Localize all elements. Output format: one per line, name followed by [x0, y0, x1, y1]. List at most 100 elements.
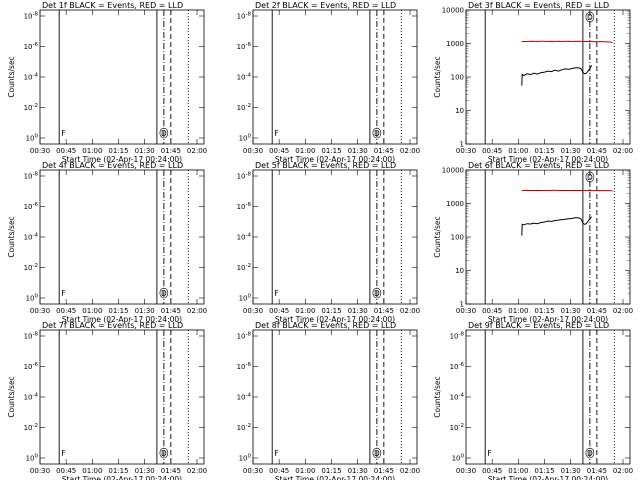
x-tick-label: 01:00 [82, 307, 102, 315]
x-tick-label: 00:30 [456, 307, 476, 315]
x-tick-label: 00:45 [56, 147, 76, 155]
x-tick-label: 00:30 [456, 467, 476, 475]
x-tick-label: 01:00 [295, 307, 315, 315]
panel-title: Det 9f BLACK = Events, RED = LLD [468, 321, 609, 330]
axis-frame [252, 169, 418, 305]
x-tick-label: 01:45 [587, 307, 607, 315]
flag-d-label: D [587, 449, 593, 458]
x-tick-label: 02:00 [613, 147, 633, 155]
x-axis-label: Start Time (02-Apr-17 00:24:00) [488, 155, 608, 164]
y-tick-label: 1 [460, 141, 464, 149]
x-tick-label: 01:15 [321, 307, 341, 315]
x-tick-label: 01:45 [587, 467, 607, 475]
y-tick-label: 10-6 [237, 202, 252, 211]
y-tick-label: 10-2 [237, 103, 251, 112]
y-tick-label: 10-8 [24, 332, 39, 341]
series-lld-line [521, 189, 613, 192]
axis-frame [252, 329, 418, 465]
x-tick-label: 01:15 [534, 467, 554, 475]
y-tick-label: 10-2 [450, 423, 464, 432]
y-tick-label: 100 [26, 294, 39, 303]
x-axis-label: Start Time (02-Apr-17 00:24:00) [62, 155, 182, 164]
flag-circle [372, 127, 382, 139]
x-tick-label: 01:15 [534, 147, 554, 155]
flag-d-label: D [161, 289, 167, 298]
y-axis-label: Counts/sec [433, 216, 442, 257]
x-tick-label: 01:45 [374, 467, 394, 475]
x-tick-label: 00:45 [269, 467, 289, 475]
x-tick-label: 01:15 [108, 467, 128, 475]
series-events-line [521, 65, 593, 86]
y-tick-label: 10-8 [237, 332, 252, 341]
panel-6: Det 6f BLACK = Events, RED = LLD 1 10 100 10… [433, 161, 633, 324]
x-tick-label: 00:30 [243, 307, 263, 315]
x-tick-label: 02:00 [187, 147, 207, 155]
panel-title: Det 2f BLACK = Events, RED = LLD [255, 1, 396, 10]
y-tick-label: 10-2 [237, 423, 251, 432]
x-tick-label: 01:45 [161, 467, 181, 475]
panel-title: Det 7f BLACK = Events, RED = LLD [42, 321, 183, 330]
y-axis-label: Counts/sec [7, 216, 16, 257]
y-tick-label: 10-8 [24, 12, 39, 21]
x-tick-label: 01:45 [161, 147, 181, 155]
y-tick-label: 10-6 [24, 202, 39, 211]
x-axis-label: Start Time (02-Apr-17 00:24:00) [62, 475, 182, 480]
x-tick-label: 00:45 [56, 467, 76, 475]
flag-circle [372, 287, 382, 299]
flag-circle [585, 447, 595, 459]
flag-d-label: D [161, 449, 167, 458]
x-tick-label: 01:00 [82, 147, 102, 155]
flag-d-label: D [374, 449, 380, 458]
x-tick-label: 01:00 [508, 147, 528, 155]
flag-d-label: D [161, 129, 167, 138]
flag-circle [159, 287, 169, 299]
y-tick-label: 10-8 [237, 172, 252, 181]
x-axis-label: Start Time (02-Apr-17 00:24:00) [62, 315, 182, 324]
y-tick-label: 10 [455, 267, 464, 275]
x-tick-label: 02:00 [400, 467, 420, 475]
x-tick-label: 01:15 [321, 147, 341, 155]
x-tick-label: 01:45 [374, 307, 394, 315]
flag-f-label: F [61, 449, 65, 458]
panel-title: Det 5f BLACK = Events, RED = LLD [255, 161, 396, 170]
y-tick-label: 10-4 [450, 393, 465, 402]
x-axis-label: Start Time (02-Apr-17 00:24:00) [275, 155, 395, 164]
x-tick-label: 00:45 [269, 147, 289, 155]
x-tick-label: 01:30 [561, 307, 581, 315]
x-tick-label: 01:30 [561, 147, 581, 155]
y-tick-label: 100 [451, 74, 464, 82]
flag-d-label: D [587, 173, 593, 182]
flag-d-label: D [374, 129, 380, 138]
x-tick-label: 01:30 [348, 147, 368, 155]
x-tick-label: 01:30 [561, 467, 581, 475]
y-tick-label: 10-2 [24, 263, 38, 272]
x-tick-label: 02:00 [400, 147, 420, 155]
x-tick-label: 01:15 [534, 307, 554, 315]
y-tick-label: 10-6 [24, 42, 39, 51]
y-tick-label: 10-2 [24, 103, 38, 112]
y-tick-label: 100 [26, 454, 39, 463]
flag-f-label: F [274, 129, 278, 138]
series-events-line [521, 216, 592, 236]
y-axis-label: Counts/sec [7, 376, 16, 417]
x-tick-label: 01:15 [108, 307, 128, 315]
x-tick-label: 01:00 [508, 467, 528, 475]
x-tick-label: 01:45 [161, 307, 181, 315]
flag-d-label: D [587, 13, 593, 22]
series-lld-line [521, 40, 613, 43]
x-tick-label: 01:00 [295, 147, 315, 155]
y-tick-label: 100 [26, 134, 39, 143]
x-tick-label: 01:30 [348, 467, 368, 475]
flag-circle [585, 11, 595, 23]
y-tick-label: 10-4 [24, 233, 39, 242]
x-tick-label: 01:00 [295, 467, 315, 475]
panel-title: Det 4f BLACK = Events, RED = LLD [42, 161, 183, 170]
y-tick-label: 100 [239, 294, 252, 303]
x-tick-label: 02:00 [187, 307, 207, 315]
x-tick-label: 01:30 [135, 147, 155, 155]
x-tick-label: 00:30 [243, 467, 263, 475]
